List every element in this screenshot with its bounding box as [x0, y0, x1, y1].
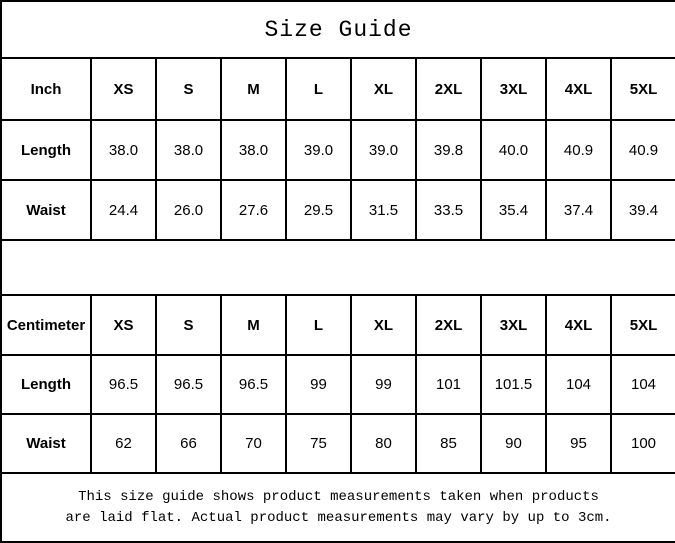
measurement-value: 95 [545, 413, 612, 474]
measurement-value: 33.5 [415, 179, 482, 241]
inch-waist-row: Waist 24.4 26.0 27.6 29.5 31.5 33.5 35.4… [0, 179, 675, 241]
measurement-value: 24.4 [90, 179, 157, 241]
footer-note: This size guide shows product measuremen… [0, 472, 675, 543]
spacer-row [0, 239, 675, 296]
footer-note-line1: This size guide shows product measuremen… [78, 488, 599, 505]
measurement-value: 104 [609, 354, 675, 415]
measurement-value: 40.9 [609, 119, 675, 181]
row-label: Length [0, 354, 92, 415]
size-header: 5XL [609, 294, 675, 356]
measurement-value: 90 [480, 413, 547, 474]
size-header: M [220, 57, 287, 121]
page-title: Size Guide [0, 0, 675, 59]
measurement-value: 40.9 [545, 119, 612, 181]
cm-waist-row: Waist 62 66 70 75 80 85 90 95 100 [0, 413, 675, 474]
cm-length-row: Length 96.5 96.5 96.5 99 99 101 101.5 10… [0, 354, 675, 415]
size-header: XS [90, 57, 157, 121]
measurement-value: 70 [220, 413, 287, 474]
measurement-value: 96.5 [220, 354, 287, 415]
measurement-value: 99 [350, 354, 417, 415]
measurement-value: 29.5 [285, 179, 352, 241]
size-header: M [220, 294, 287, 356]
size-header: 4XL [545, 294, 612, 356]
size-header: S [155, 294, 222, 356]
measurement-value: 35.4 [480, 179, 547, 241]
row-label: Waist [0, 179, 92, 241]
measurement-value: 37.4 [545, 179, 612, 241]
measurement-value: 96.5 [155, 354, 222, 415]
measurement-value: 101 [415, 354, 482, 415]
footer-row: This size guide shows product measuremen… [0, 472, 675, 543]
measurement-value: 66 [155, 413, 222, 474]
measurement-value: 101.5 [480, 354, 547, 415]
size-header: 2XL [415, 57, 482, 121]
measurement-value: 39.8 [415, 119, 482, 181]
size-header: XL [350, 57, 417, 121]
measurement-value: 39.4 [609, 179, 675, 241]
size-header: L [285, 294, 352, 356]
measurement-value: 40.0 [480, 119, 547, 181]
unit-header-centimeter: Centimeter [0, 294, 92, 356]
measurement-value: 38.0 [155, 119, 222, 181]
size-header: XS [90, 294, 157, 356]
measurement-value: 39.0 [285, 119, 352, 181]
row-label: Waist [0, 413, 92, 474]
measurement-value: 26.0 [155, 179, 222, 241]
measurement-value: 27.6 [220, 179, 287, 241]
size-header: 3XL [480, 294, 547, 356]
unit-header-inch: Inch [0, 57, 92, 121]
inch-header-row: Inch XS S M L XL 2XL 3XL 4XL 5XL [0, 57, 675, 121]
measurement-value: 85 [415, 413, 482, 474]
measurement-value: 104 [545, 354, 612, 415]
size-header: XL [350, 294, 417, 356]
size-header: 5XL [609, 57, 675, 121]
measurement-value: 100 [609, 413, 675, 474]
size-header: L [285, 57, 352, 121]
footer-note-line2: are laid flat. Actual product measuremen… [65, 509, 612, 526]
size-header: 4XL [545, 57, 612, 121]
size-header: 3XL [480, 57, 547, 121]
measurement-value: 39.0 [350, 119, 417, 181]
size-header: 2XL [415, 294, 482, 356]
inch-length-row: Length 38.0 38.0 38.0 39.0 39.0 39.8 40.… [0, 119, 675, 181]
measurement-value: 99 [285, 354, 352, 415]
measurement-value: 31.5 [350, 179, 417, 241]
measurement-value: 96.5 [90, 354, 157, 415]
cm-header-row: Centimeter XS S M L XL 2XL 3XL 4XL 5XL [0, 294, 675, 356]
measurement-value: 75 [285, 413, 352, 474]
measurement-value: 38.0 [220, 119, 287, 181]
measurement-value: 80 [350, 413, 417, 474]
title-row: Size Guide [0, 0, 675, 59]
spacer-cell [0, 239, 675, 296]
size-header: S [155, 57, 222, 121]
measurement-value: 38.0 [90, 119, 157, 181]
row-label: Length [0, 119, 92, 181]
measurement-value: 62 [90, 413, 157, 474]
